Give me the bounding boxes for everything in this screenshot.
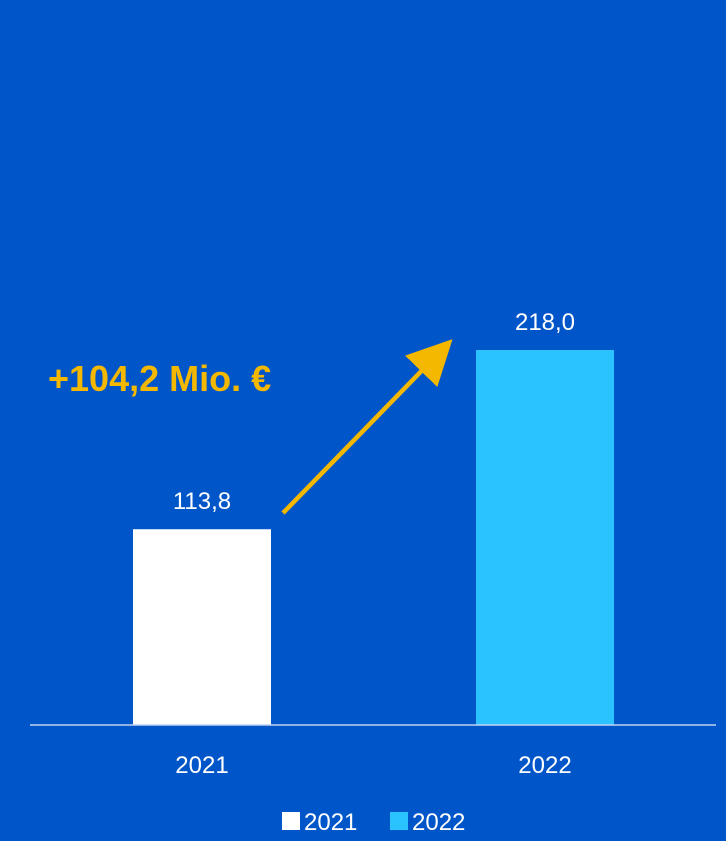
legend-swatch-2021 [282,812,300,830]
x-tick-label-2022: 2022 [518,752,571,779]
data-label-2021: 113,8 [173,488,231,515]
legend-label-2021: 2021 [304,809,357,836]
growth-annotation: +104,2 Mio. € [48,358,271,399]
legend-swatch-2022 [390,812,408,830]
bar-2022 [476,350,614,725]
legend-label-2022: 2022 [412,809,465,836]
x-tick-label-2021: 2021 [175,752,228,779]
growth-arrow [281,339,453,515]
data-label-2022: 218,0 [515,309,575,336]
bar-2021 [133,529,271,725]
